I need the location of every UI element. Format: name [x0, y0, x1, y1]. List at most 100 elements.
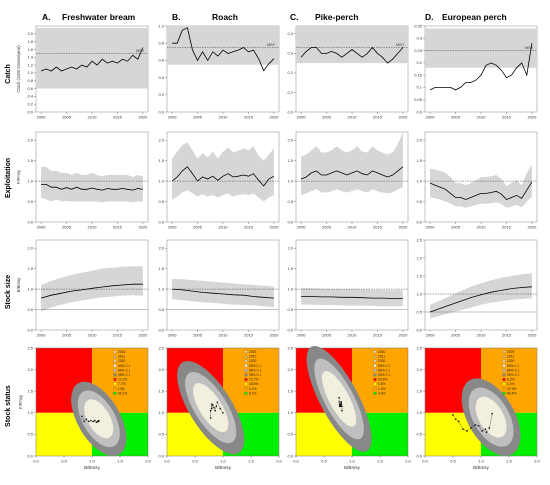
x-tick-label: 2005: [62, 115, 72, 120]
x-tick-label: 2015: [113, 225, 123, 230]
x-tick-label: 2010: [348, 333, 358, 338]
y-tick-label: 1.5: [27, 266, 33, 271]
legend-marker: [113, 359, 117, 363]
quadrant-overfishing: [223, 348, 279, 413]
y-tick-label: 1.0: [27, 286, 33, 291]
x-tick-label: 2000: [168, 225, 178, 230]
series-line: [429, 181, 533, 200]
trajectory-point: [338, 405, 341, 408]
legend-label: 0.5%: [378, 382, 386, 386]
x-tick-label: 2010: [219, 225, 229, 230]
y-tick-label: 2.5: [27, 345, 33, 350]
y-tick-label: 2.0: [158, 137, 164, 142]
series-line: [300, 46, 404, 64]
trajectory-point: [484, 428, 487, 431]
y-tick-label: 0.5: [27, 199, 33, 204]
trajectory-point: [85, 418, 88, 421]
legend-swatch: [502, 373, 506, 377]
y-tick-label: 0.0: [416, 453, 422, 458]
trajectory-point: [209, 417, 212, 419]
legend-label: 2000: [378, 350, 386, 354]
x-axis-label: B/Bmsy: [473, 465, 490, 470]
trajectory-point: [87, 420, 90, 423]
y-axis-label: F/Fmsy: [18, 394, 23, 409]
legend-label: 66.4%: [507, 391, 516, 395]
legend-label: 4.6%: [378, 391, 386, 395]
legend-label: 80% C.I.: [249, 368, 262, 372]
ci50-region: [475, 396, 507, 438]
legend-swatch: [373, 387, 377, 391]
x-tick-label: 2010: [88, 115, 98, 120]
y-tick-label: 0.0: [287, 327, 293, 332]
y-tick-label: 2.0: [27, 245, 33, 250]
chart-exploitation-c: 0.0 0.5 1.0 1.5 2.0 2000 2005 2010 2015 2020: [287, 131, 409, 230]
legend-label: 2020: [249, 359, 257, 363]
y-tick-label: 2.0: [416, 255, 422, 260]
legend-label: 2000: [118, 350, 126, 354]
y-tick-label: 0.0: [416, 327, 422, 332]
row-title-stock-size: Stock size: [5, 275, 12, 309]
y-tick-label: 1.8: [27, 39, 33, 44]
y-tick-label: 1.5: [158, 266, 164, 271]
y-tick-label: 1.5: [416, 389, 422, 394]
y-tick-label: 0.4: [27, 94, 33, 99]
y-tick-label: 1.0: [287, 286, 293, 291]
msy-range-band: [425, 28, 537, 68]
y-tick-label: 0.4: [158, 75, 164, 80]
y-tick-label: 2.0: [287, 367, 293, 372]
y-tick-label: 1.0: [27, 70, 33, 75]
trajectory-point: [338, 401, 340, 403]
confidence-band: [41, 166, 143, 203]
y-tick-label: 1.0: [287, 410, 293, 415]
series-line: [300, 166, 404, 180]
panel-a-title: Freshwater bream: [62, 12, 136, 22]
x-tick-label: 1.5: [506, 459, 512, 464]
trajectory-point: [457, 420, 460, 423]
x-tick-label: 1.5: [117, 459, 123, 464]
panel-c-title: Pike-perch: [315, 12, 358, 22]
y-tick-label: 0.0: [416, 219, 422, 224]
y-tick-label: 0.5: [416, 309, 422, 314]
x-tick-label: 2000: [297, 115, 307, 120]
trajectory-point: [90, 419, 92, 422]
x-tick-label: 2020: [398, 225, 408, 230]
legend-label: 12.2%: [118, 378, 127, 382]
legend-label: 7.7%: [118, 382, 126, 386]
y-tick-label: 0.0: [416, 109, 422, 114]
trajectory-point: [96, 420, 99, 423]
chart-exploitation-d: 0.0 0.5 1.0 1.5 2.0 2000 2005 2010 2015 2020: [416, 131, 538, 230]
trajectory-point: [211, 407, 213, 410]
x-tick-label: 2015: [113, 333, 123, 338]
y-tick-label: 1.5: [287, 158, 293, 163]
trajectory-point: [340, 405, 342, 408]
legend-swatch: [373, 382, 377, 386]
y-tick-label: 0.0: [27, 109, 33, 114]
legend-label: 14%: [118, 387, 125, 391]
y-tick-label: 0.0: [27, 453, 33, 458]
trajectory-point: [452, 414, 454, 416]
legend-swatch: [244, 382, 248, 386]
x-tick-label: 1.0: [89, 459, 95, 464]
confidence-band: [430, 164, 532, 208]
legend-swatch: [502, 364, 506, 368]
x-tick-label: 2.0: [276, 459, 282, 464]
y-tick-label: 0.0: [287, 109, 293, 114]
legend-swatch: [244, 391, 248, 395]
y-tick-label: 0.15: [414, 72, 423, 77]
legend-label: 2011: [507, 355, 514, 359]
legend-label: 6.3%: [507, 378, 515, 382]
trajectory-point: [477, 424, 480, 427]
legend-label: 93.6%: [378, 378, 387, 382]
msy-range-band: [36, 27, 148, 89]
x-tick-label: 2000: [37, 333, 47, 338]
legend-label: 95% C.I.: [507, 373, 520, 377]
y-tick-label: 0.3: [287, 51, 293, 56]
x-tick-label: 2015: [373, 225, 383, 230]
x-tick-label: 2010: [88, 225, 98, 230]
x-tick-label: 2005: [451, 115, 461, 120]
x-tick-label: 2010: [219, 115, 229, 120]
y-tick-label: 2.5: [416, 345, 422, 350]
y-tick-label: 1.0: [416, 410, 422, 415]
